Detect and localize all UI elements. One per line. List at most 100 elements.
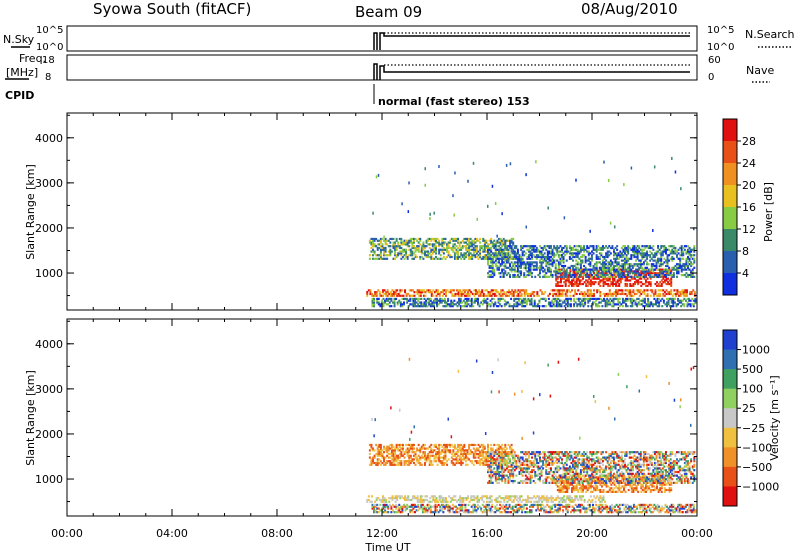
power-cell [531,252,534,255]
power-cell [658,273,661,277]
velocity-cell [457,445,460,448]
freq-label: Freq. [19,52,46,65]
power-cell [487,243,489,246]
power-cell [543,275,546,278]
power-cell [685,252,688,255]
power-cell [483,254,486,257]
power-cell [640,292,643,296]
power-cell [407,210,410,214]
power-cell [422,257,425,260]
power-cell [605,273,608,277]
velocity-cell [438,449,441,452]
velocity-cell [572,485,575,488]
power-cell [518,264,521,268]
power-cell [504,264,507,268]
velocity-cell [600,498,603,502]
power-cell [624,264,626,268]
power-cell [572,266,575,269]
velocity-cell [422,443,425,447]
power-cell [642,248,645,251]
power-cell [502,264,505,268]
velocity-cell [389,463,392,466]
power-cell [625,270,628,273]
power-cell [582,292,584,296]
power-cell [546,268,549,271]
velocity-cell [499,454,502,457]
velocity-cell [556,488,559,492]
power-cell [452,246,455,250]
power-cell [511,292,514,296]
power-cell [662,277,665,280]
velocity-cell [389,497,392,500]
power-cell [680,268,683,271]
velocity-cell [578,474,581,477]
power-cell [559,257,562,260]
power-cell [564,264,567,268]
power-cell [640,303,643,306]
velocity-cell [390,463,393,466]
velocity-cell [394,500,397,503]
power-cell [433,243,436,246]
power-cell [566,291,569,294]
velocity-cell [464,460,467,463]
power-cell [604,282,607,286]
velocity-cell [556,495,559,498]
velocity-cell [395,456,398,459]
velocity-cell [460,451,463,454]
velocity-cell [399,495,402,498]
power-cell [585,297,588,301]
velocity-cell [452,449,455,452]
power-cell [490,259,493,262]
velocity-cell [510,470,513,474]
power-cell [676,289,679,292]
power-cell [561,250,563,253]
power-cell [411,241,414,244]
velocity-cell [422,500,425,503]
power-cell [386,291,389,294]
power-cell [382,303,385,306]
power-cell [593,277,596,280]
power-cell [460,248,463,251]
power-cell [645,303,648,306]
power-cell [685,294,688,297]
power-cell [576,268,579,271]
power-cell [555,303,558,306]
velocity-cell [504,460,507,463]
velocity-cell [613,490,616,493]
power-cell [607,301,610,304]
velocity-cell [574,488,577,492]
velocity-cell [618,487,621,490]
power-cell [473,299,476,302]
velocity-cell [490,449,493,452]
velocity-cell [454,495,457,498]
power-cell [665,292,668,296]
power-cell [461,255,464,259]
velocity-cell [499,458,502,461]
power-cell [564,284,567,287]
power-cell [505,252,508,255]
power-cell [372,248,374,251]
power-cell [409,303,412,306]
power-cell [607,277,610,280]
power-cell [585,284,588,287]
power-cell [492,292,495,296]
power-cell [644,259,647,262]
power-cell [487,275,489,278]
velocity-cell [387,445,390,448]
power-cell [597,275,600,278]
power-cell [488,275,491,278]
velocity-cell [376,461,379,465]
power-cell [690,261,693,264]
power-cell [666,268,669,271]
velocity-cell [667,479,670,483]
power-cell [575,178,577,182]
power-cell [516,257,519,260]
velocity-cell [395,463,398,466]
power-cell [577,277,580,280]
velocity-cell [558,490,561,493]
power-cell [657,292,660,296]
velocity-cell [408,451,411,454]
power-cell [571,284,573,287]
power-cell [379,252,382,255]
power-cell [530,301,533,304]
